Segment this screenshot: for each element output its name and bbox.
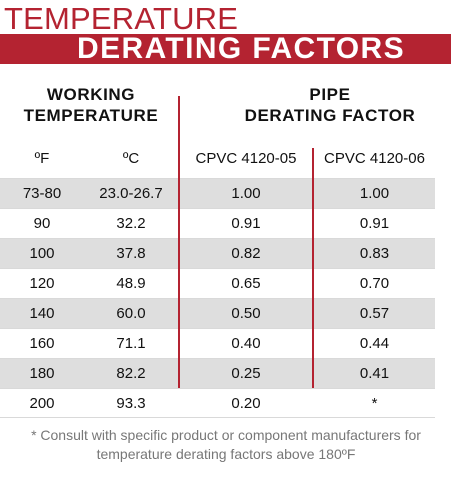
cell-cpvc-4120-06: 0.57 — [359, 305, 390, 322]
working-temperature-header-line2: TEMPERATURE — [23, 106, 159, 125]
table-row: 140 60.0 0.50 0.57 — [0, 298, 435, 328]
cell-fahrenheit: 90 — [33, 215, 51, 232]
cell-celsius: 71.1 — [116, 335, 146, 352]
cell-fahrenheit: 140 — [29, 305, 55, 322]
column-header-celsius: ºC — [122, 150, 140, 167]
footnote-line1: * Consult with specific product or compo… — [31, 427, 421, 443]
cell-cpvc-4120-05: 0.40 — [231, 335, 261, 352]
cell-fahrenheit: 200 — [29, 395, 55, 412]
cell-cpvc-4120-06: * — [371, 395, 378, 412]
working-temperature-header: WORKING TEMPERATURE — [20, 84, 162, 126]
cell-cpvc-4120-06: 0.44 — [359, 335, 390, 352]
cell-fahrenheit: 160 — [29, 335, 55, 352]
column-header-fahrenheit: ºF — [34, 150, 50, 167]
title-line-1: TEMPERATURE — [4, 1, 239, 36]
cell-cpvc-4120-06: 0.83 — [359, 245, 390, 262]
table-row: 160 71.1 0.40 0.44 — [0, 328, 435, 358]
cell-fahrenheit: 120 — [29, 275, 55, 292]
cell-celsius: 37.8 — [116, 245, 146, 262]
cell-cpvc-4120-06: 1.00 — [359, 185, 390, 202]
pipe-derating-factor-header-line1: PIPE — [309, 85, 351, 104]
divider-working-vs-pipe — [178, 96, 180, 388]
cell-cpvc-4120-05: 0.20 — [231, 395, 261, 412]
cell-fahrenheit: 73-80 — [22, 185, 62, 202]
cell-cpvc-4120-06: 0.91 — [359, 215, 390, 232]
cell-fahrenheit: 180 — [29, 365, 55, 382]
column-header-cpvc-4120-05: CPVC 4120-05 — [195, 150, 297, 167]
cell-cpvc-4120-05: 0.25 — [231, 365, 261, 382]
table-row: 73-80 23.0-26.7 1.00 1.00 — [0, 178, 435, 208]
cell-celsius: 82.2 — [116, 365, 146, 382]
cell-fahrenheit: 100 — [29, 245, 55, 262]
cell-cpvc-4120-05: 0.91 — [231, 215, 261, 232]
footnote: * Consult with specific product or compo… — [10, 426, 442, 464]
cell-cpvc-4120-05: 0.82 — [231, 245, 261, 262]
cell-celsius: 32.2 — [116, 215, 146, 232]
table-row: 180 82.2 0.25 0.41 — [0, 358, 435, 388]
cell-cpvc-4120-05: 0.50 — [231, 305, 261, 322]
cell-cpvc-4120-06: 0.41 — [359, 365, 390, 382]
table-row: 90 32.2 0.91 0.91 — [0, 208, 435, 238]
cell-cpvc-4120-06: 0.70 — [359, 275, 390, 292]
cell-cpvc-4120-05: 0.65 — [231, 275, 261, 292]
footnote-line2: temperature derating factors above 180ºF — [96, 446, 356, 462]
column-header-cpvc-4120-06: CPVC 4120-06 — [324, 150, 425, 167]
cell-celsius: 23.0-26.7 — [99, 185, 163, 202]
working-temperature-header-line1: WORKING — [46, 85, 136, 104]
table-row: 200 93.3 0.20 * — [0, 388, 435, 418]
cell-cpvc-4120-05: 1.00 — [231, 185, 261, 202]
cell-celsius: 48.9 — [116, 275, 146, 292]
title-line-2: DERATING FACTORS — [77, 32, 405, 65]
pipe-derating-factor-header-line2: DERATING FACTOR — [244, 106, 416, 125]
divider-cpvc-columns — [312, 148, 314, 388]
cell-celsius: 60.0 — [116, 305, 146, 322]
table-row: 100 37.8 0.82 0.83 — [0, 238, 435, 268]
title-band — [0, 34, 451, 64]
cell-celsius: 93.3 — [116, 395, 146, 412]
table-row: 120 48.9 0.65 0.70 — [0, 268, 435, 298]
pipe-derating-factor-header: PIPE DERATING FACTOR — [222, 84, 438, 126]
